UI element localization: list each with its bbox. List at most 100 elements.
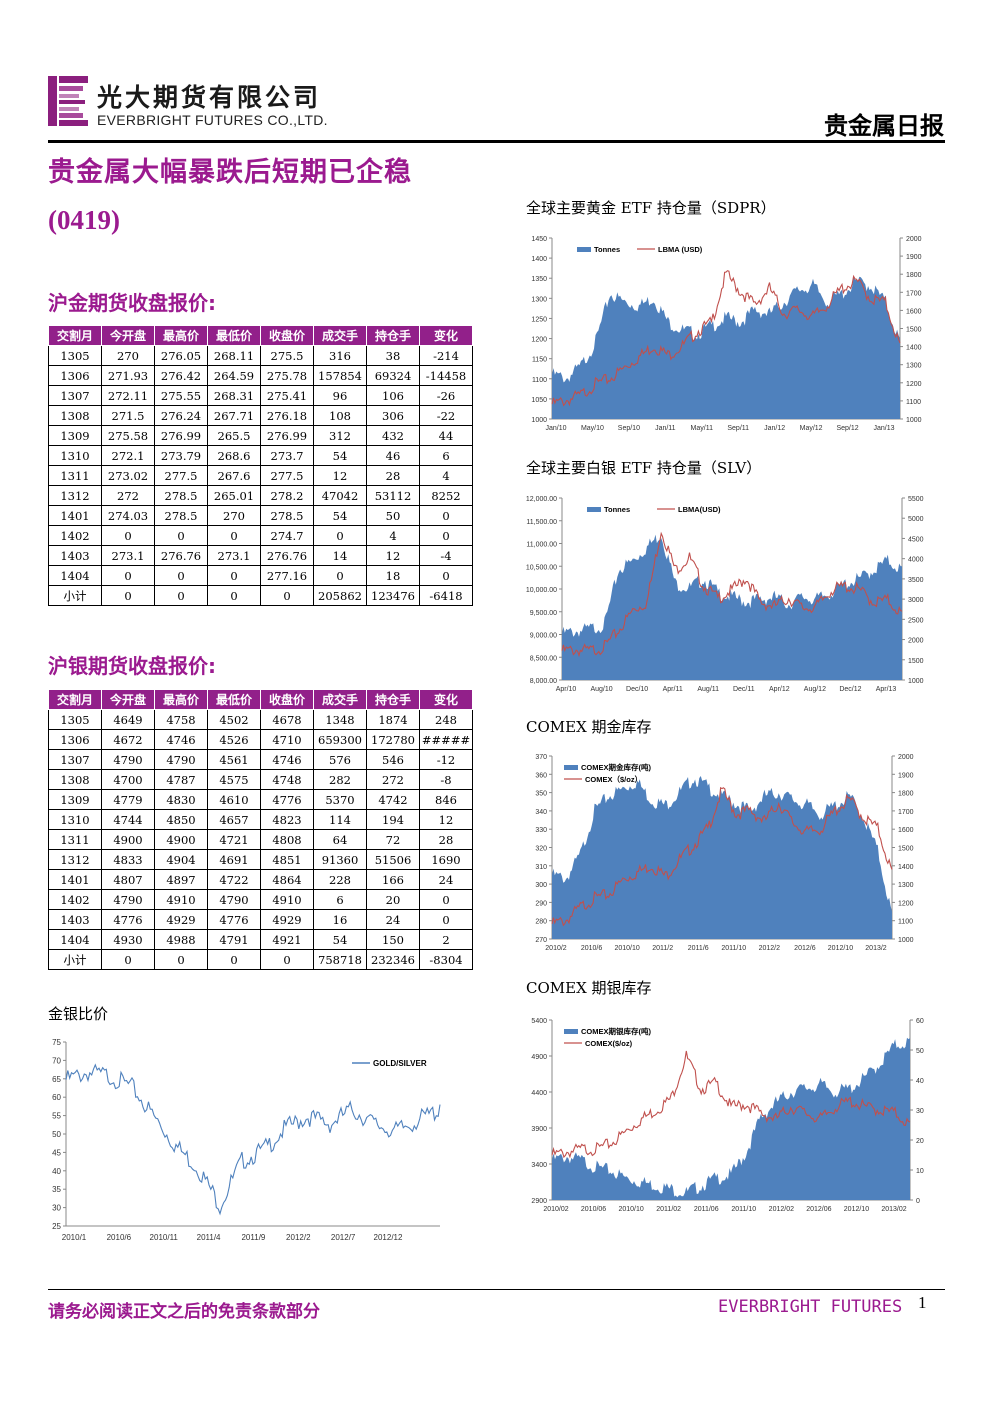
silver-table-cell: 4823: [260, 809, 314, 830]
line-series-price: [561, 531, 903, 658]
gold-table-cell: 275.55: [154, 385, 208, 406]
gold-table-cell: 1308: [48, 405, 102, 426]
gold-table-cell: 50: [366, 505, 420, 526]
silver-table-cell: 846: [419, 789, 473, 810]
silver-table-cell: 4721: [207, 829, 261, 850]
line-series-gold-silver: [65, 1063, 441, 1216]
x-tick-label: 2011/6: [688, 945, 709, 952]
gold-table-cell: 205862: [313, 585, 367, 606]
gold-table-cell: 273.1: [101, 545, 155, 566]
x-tick-label: 2010/1: [62, 1233, 87, 1242]
silver-table-cell: 51506: [366, 849, 420, 870]
ratio-chart-title: 金银比价: [48, 1005, 109, 1023]
gold-table-cell: 277.5: [154, 465, 208, 486]
y-right-tick-label: 1500: [906, 327, 922, 334]
x-tick-label: 2013/2: [865, 945, 887, 952]
x-tick-label: 2012/10: [828, 945, 853, 952]
x-tick-label: 2011/10: [731, 1206, 756, 1213]
gold-table-cell: 278.2: [260, 485, 314, 506]
y-left-tick-label: 9,000.00: [530, 633, 557, 640]
x-tick-label: Jan/13: [873, 425, 894, 432]
gold-futures-title: 沪金期货收盘报价:: [48, 291, 216, 315]
gold-col-header: 持仓手: [366, 325, 420, 346]
y-right-tick-label: 3500: [908, 577, 924, 584]
silver-table-row: 1309 4779 4830 4610 4776 5370 4742 846: [48, 789, 473, 810]
legend-label: LBMA (USD): [658, 245, 703, 254]
silver-table-cell: 6: [313, 889, 367, 910]
x-tick-label: 2011/06: [694, 1206, 719, 1213]
x-tick-label: Aug/11: [697, 686, 719, 693]
y-left-tick-label: 1400: [531, 256, 547, 263]
gold-table-cell: 0: [154, 585, 208, 606]
line-series-price: [551, 270, 901, 407]
legend-label: COMEX期银库存(吨): [581, 1026, 651, 1036]
silver-table-cell: 4526: [207, 729, 261, 750]
gold-table-cell: 275.58: [101, 425, 155, 446]
y-left-tick-label: 5400: [531, 1018, 547, 1025]
gold-table-cell: 276.24: [154, 405, 208, 426]
x-tick-label: 2011/9: [241, 1233, 265, 1242]
x-tick-label: 2010/6: [581, 945, 603, 952]
silver-table-cell: 194: [366, 809, 420, 830]
x-tick-label: Jan/12: [764, 425, 785, 432]
silver-table-row: 1305 4649 4758 4502 4678 1348 1874 248: [48, 709, 473, 730]
silver-table-row: 小计 0 0 0 0 758718 232346 -8304: [48, 949, 473, 970]
gold-table-cell: 0: [419, 505, 473, 526]
silver-table-cell: 4833: [101, 849, 155, 870]
x-tick-label: 2010/6: [107, 1233, 132, 1242]
silver-table-cell: 1305: [48, 709, 102, 730]
silver-col-header: 成交手: [313, 689, 367, 710]
gold-table-cell: 46: [366, 445, 420, 466]
silver-table-cell: 0: [260, 949, 314, 970]
silver-table-cell: -8304: [419, 949, 473, 970]
y-right-tick-label: 20: [916, 1138, 924, 1145]
silver-col-header: 今开盘: [101, 689, 155, 710]
silver-col-header: 最高价: [154, 689, 208, 710]
x-tick-label: 2010/10: [614, 945, 639, 952]
x-tick-label: Apr/13: [876, 686, 897, 693]
gold-table-cell: 316: [313, 345, 367, 366]
silver-table-cell: 4897: [154, 869, 208, 890]
y-right-tick-label: 1100: [898, 919, 913, 926]
y-right-tick-label: 1200: [906, 381, 922, 388]
y-left-tick-label: 1300: [531, 296, 547, 303]
y-right-tick-label: 50: [916, 1048, 924, 1055]
x-tick-label: 2011/02: [656, 1206, 681, 1213]
silver-table-cell: 282: [313, 769, 367, 790]
y-tick-label: 50: [52, 1130, 61, 1139]
y-right-tick-label: 60: [916, 1018, 924, 1025]
gold-table-cell: 69324: [366, 365, 420, 386]
y-right-tick-label: 1300: [898, 882, 914, 889]
gold-table-cell: 0: [313, 565, 367, 586]
y-right-tick-label: 2000: [906, 236, 922, 243]
silver-table-cell: 1402: [48, 889, 102, 910]
silver-table-cell: 54: [313, 929, 367, 950]
x-tick-label: 2012/2: [286, 1233, 311, 1242]
silver-table-cell: -12: [419, 749, 473, 770]
y-left-tick-label: 340: [535, 809, 547, 816]
gold-table-cell: 38: [366, 345, 420, 366]
silver-table-cell: 4791: [207, 929, 261, 950]
silver-table-cell: 20: [366, 889, 420, 910]
gold-table-cell: -214: [419, 345, 473, 366]
gold-table-cell: 265.01: [207, 485, 261, 506]
silver-table-cell: 272: [366, 769, 420, 790]
y-tick-label: 45: [52, 1148, 61, 1157]
y-right-tick-label: 1700: [906, 290, 922, 297]
y-right-tick-label: 30: [916, 1108, 924, 1115]
gold-table-cell: 4: [366, 525, 420, 546]
y-tick-label: 35: [52, 1185, 61, 1194]
legend-label: COMEX（$/oz）: [585, 774, 642, 784]
gold-col-header: 最高价: [154, 325, 208, 346]
y-right-tick-label: 1500: [908, 658, 924, 665]
silver-table-cell: 72: [366, 829, 420, 850]
gold-table-cell: -4: [419, 545, 473, 566]
gold-table-cell: 1306: [48, 365, 102, 386]
gold-table-cell: 12: [313, 465, 367, 486]
silver-table-cell: 1306: [48, 729, 102, 750]
gold-table-cell: 0: [260, 585, 314, 606]
gold-table-row: 1403 273.1 276.76 273.1 276.76 14 12 -4: [48, 545, 473, 566]
y-right-tick-label: 3000: [908, 597, 924, 604]
x-tick-label: 2011/4: [197, 1233, 221, 1242]
y-left-tick-label: 10,500.00: [526, 564, 557, 571]
